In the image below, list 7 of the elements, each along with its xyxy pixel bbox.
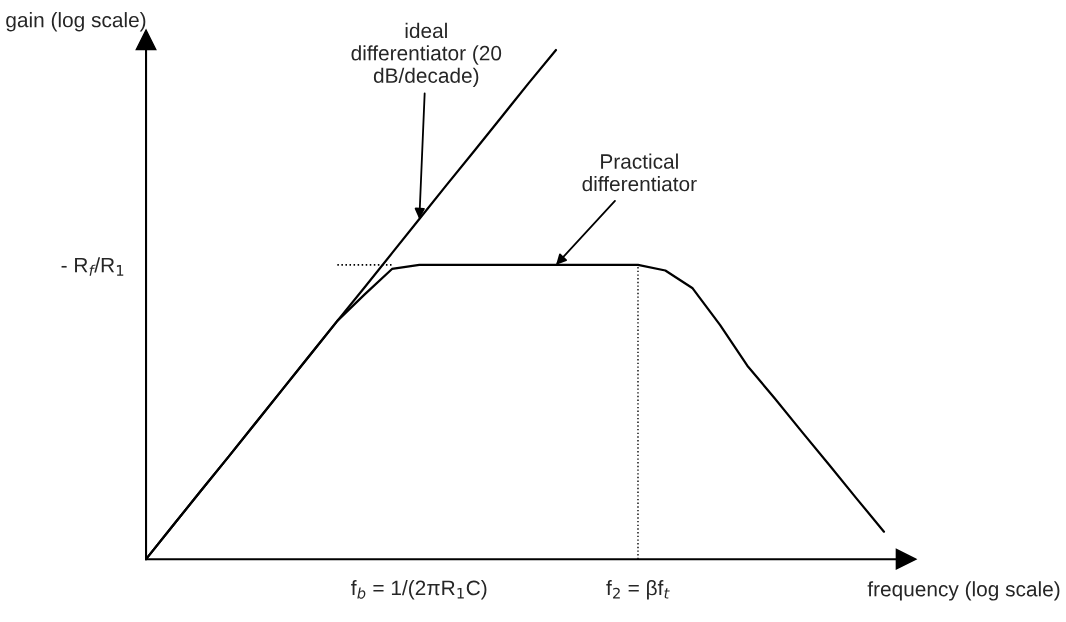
x-tick-label: f$_{2}$ = βf$_{t}$: [606, 580, 670, 600]
y-axis-title: gain (log scale): [6, 12, 146, 32]
annotation: Practical differentiator: [582, 153, 697, 192]
text: - R$_{f}$/R$_{1}$: [61, 257, 124, 276]
x-axis-title: frequency (log scale): [867, 581, 1060, 601]
annotation: ideal differentiator (20 dB/decade): [351, 22, 502, 88]
x-tick-label: f$_{b}$ = 1/(2πR$_{1}$C): [351, 580, 487, 600]
